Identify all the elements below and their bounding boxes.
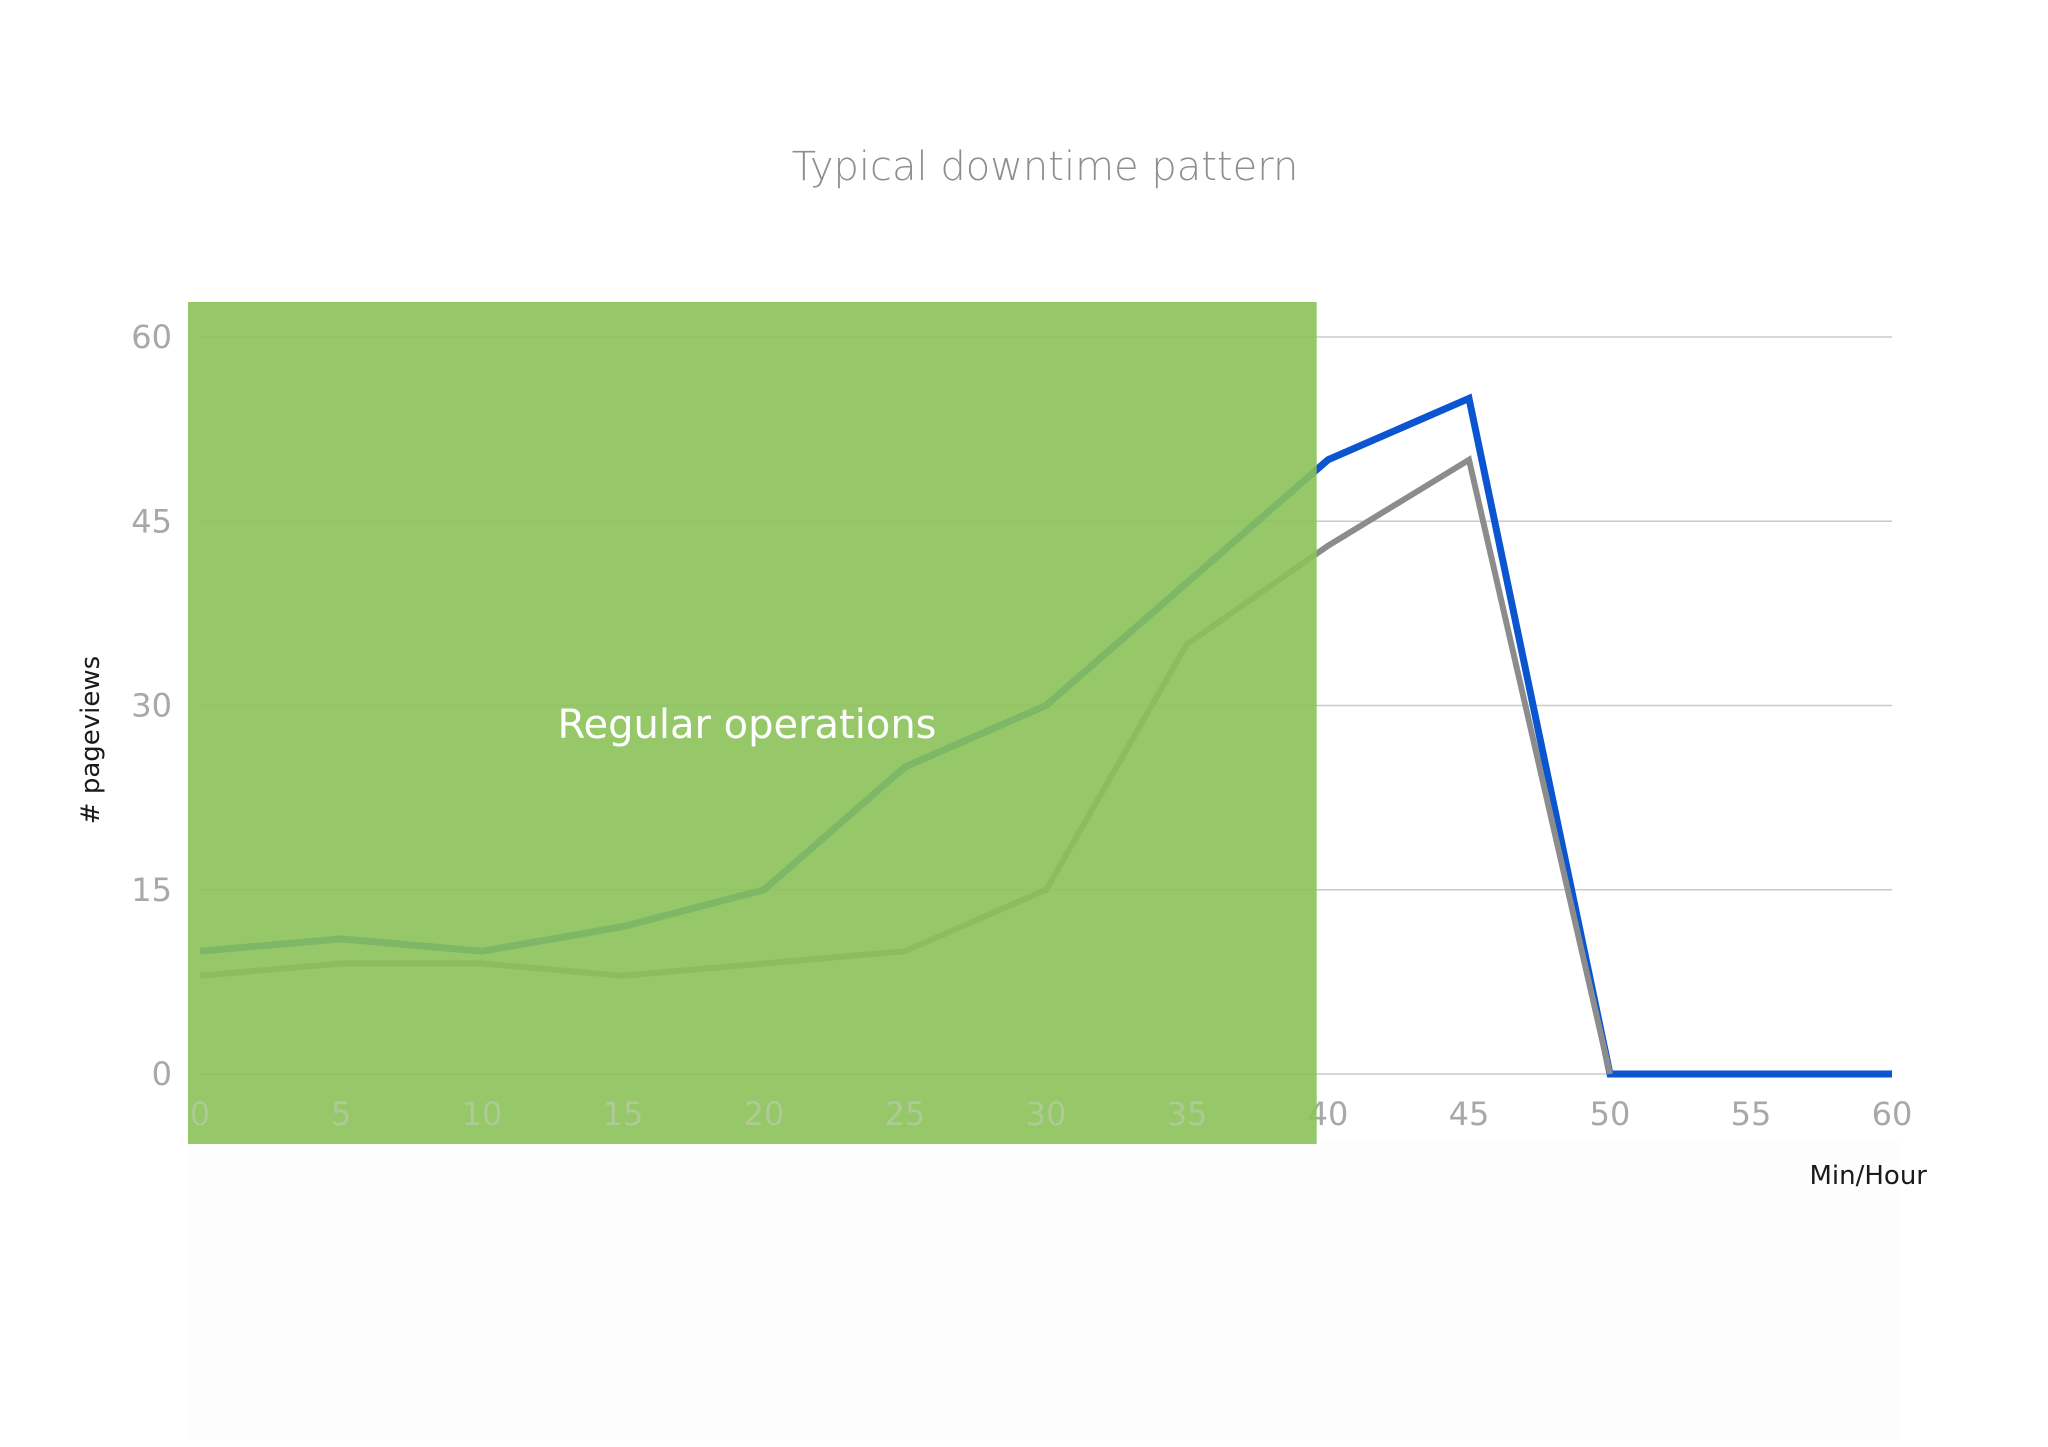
y-axis-ticks: 0 15 30 45 60 bbox=[131, 318, 172, 1093]
x-tick-label-60: 60 bbox=[1872, 1095, 1913, 1133]
plot-area-shade bbox=[190, 1140, 1900, 1440]
y-axis-title: # pageviews bbox=[76, 656, 106, 824]
x-tick-label-overlay-30: 30 bbox=[1026, 1095, 1067, 1133]
x-tick-label-50: 50 bbox=[1590, 1095, 1631, 1133]
x-tick-label-overlay-25: 25 bbox=[885, 1095, 926, 1133]
x-tick-label-overlay-10: 10 bbox=[462, 1095, 503, 1133]
x-tick-label-overlay-15: 15 bbox=[603, 1095, 644, 1133]
chart-title: Typical downtime pattern bbox=[792, 144, 1299, 190]
x-tick-label-overlay-20: 20 bbox=[744, 1095, 785, 1133]
x-axis-title: Min/Hour bbox=[1809, 1161, 1927, 1191]
y-tick-label-60: 60 bbox=[131, 318, 172, 356]
x-tick-label-55: 55 bbox=[1731, 1095, 1772, 1133]
x-tick-label-overlay-0: 0 bbox=[190, 1095, 210, 1133]
x-tick-label-overlay-35: 35 bbox=[1167, 1095, 1208, 1133]
y-tick-label-45: 45 bbox=[131, 502, 172, 540]
highlight-region-layer: Regular operations 0 5 10 15 20 25 30 35 bbox=[188, 302, 1317, 1144]
highlight-region-rect bbox=[188, 302, 1317, 1144]
y-tick-label-0: 0 bbox=[152, 1055, 172, 1093]
highlight-region-label: Regular operations bbox=[557, 702, 936, 748]
y-tick-label-30: 30 bbox=[131, 687, 172, 725]
x-tick-label-overlay-5: 5 bbox=[331, 1095, 351, 1133]
y-tick-label-15: 15 bbox=[131, 871, 172, 909]
x-tick-label-45: 45 bbox=[1449, 1095, 1490, 1133]
